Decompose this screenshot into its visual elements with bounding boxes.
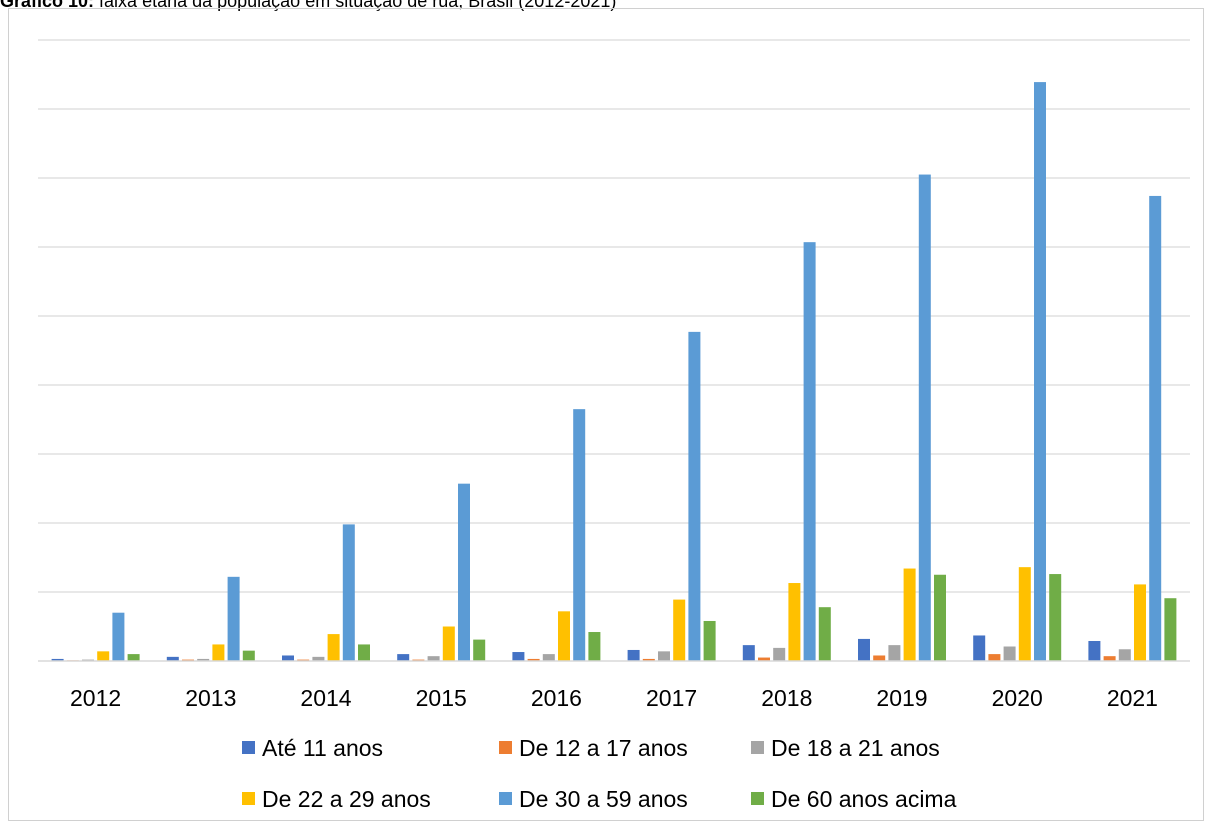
bar-2014-series-5 xyxy=(342,524,355,661)
bar-2019-series-2 xyxy=(873,655,886,661)
bar-2019-series-5 xyxy=(918,174,931,662)
bar-2018-series-2 xyxy=(758,657,770,661)
bar-2013-series-6 xyxy=(242,650,255,661)
bars xyxy=(51,82,1177,662)
x-tick-label: 2020 xyxy=(992,685,1043,711)
bar-2021-series-5 xyxy=(1149,195,1162,661)
x-tick-label: 2012 xyxy=(70,685,121,711)
bar-2016-series-3 xyxy=(542,654,555,661)
legend-label: De 22 a 29 anos xyxy=(262,786,431,812)
legend-swatch xyxy=(499,741,512,754)
bar-2014-series-6 xyxy=(358,644,370,661)
bar-2017-series-1 xyxy=(627,649,640,661)
bar-2020-series-5 xyxy=(1034,82,1046,662)
bar-2012-series-4 xyxy=(97,651,110,661)
bar-2020-series-6 xyxy=(1049,574,1062,661)
x-tick-label: 2015 xyxy=(416,685,467,711)
legend-swatch xyxy=(499,792,512,805)
bar-2019-series-6 xyxy=(934,574,946,661)
bar-2014-series-4 xyxy=(327,634,340,661)
bar-2021-series-6 xyxy=(1164,598,1177,661)
bar-2021-series-2 xyxy=(1103,656,1116,661)
bar-2017-series-2 xyxy=(642,658,655,661)
legend-label: De 18 a 21 anos xyxy=(771,735,940,761)
bar-2016-series-4 xyxy=(558,611,570,661)
bar-2018-series-6 xyxy=(818,607,831,661)
bar-2015-series-1 xyxy=(397,654,410,661)
bar-2013-series-5 xyxy=(227,576,240,661)
bar-2018-series-3 xyxy=(773,647,786,661)
bar-2020-series-4 xyxy=(1018,567,1031,661)
bar-2018-series-5 xyxy=(803,242,816,662)
bar-2014-series-1 xyxy=(282,655,294,661)
chart-frame xyxy=(8,8,1204,821)
bar-2012-series-1 xyxy=(51,658,64,661)
bar-2017-series-3 xyxy=(658,651,670,661)
legend-swatch xyxy=(242,741,255,754)
legend-label: De 12 a 17 anos xyxy=(519,735,688,761)
bar-2019-series-1 xyxy=(858,638,870,661)
bar-2019-series-3 xyxy=(888,645,901,661)
x-tick-label: 2021 xyxy=(1107,685,1158,711)
x-tick-label: 2018 xyxy=(761,685,812,711)
bar-2020-series-3 xyxy=(1003,646,1016,661)
bar-2021-series-1 xyxy=(1088,640,1101,661)
bar-2013-series-4 xyxy=(212,644,225,661)
x-tick-label: 2014 xyxy=(300,685,351,711)
bar-2015-series-4 xyxy=(442,626,455,661)
bar-2016-series-5 xyxy=(573,409,586,661)
bar-2017-series-6 xyxy=(703,620,716,661)
bar-2018-series-4 xyxy=(788,583,801,661)
x-tick-labels: 2012 2013 2014 2015 2016 2017 2018 2019 2020 2021 xyxy=(70,685,1158,711)
bar-2015-series-3 xyxy=(427,656,440,661)
bar-2015-series-6 xyxy=(473,639,486,661)
bar-2017-series-5 xyxy=(688,331,701,661)
caption-prefix: Gráfico 10: xyxy=(0,0,95,11)
bar-2012-series-6 xyxy=(127,654,140,661)
chart-caption: Gráfico 10: faixa etária da população em… xyxy=(0,0,616,12)
x-tick-label: 2016 xyxy=(531,685,582,711)
x-tick-label: 2017 xyxy=(646,685,697,711)
bar-2020-series-1 xyxy=(973,635,986,661)
bar-2016-series-6 xyxy=(588,632,601,661)
bar-2015-series-5 xyxy=(458,483,470,661)
legend-swatch xyxy=(242,792,255,805)
caption-text: faixa etária da população em situação de… xyxy=(94,0,617,11)
bar-2020-series-2 xyxy=(988,654,1001,661)
bar-2012-series-5 xyxy=(112,612,125,661)
legend-label: De 60 anos acima xyxy=(771,786,957,812)
legend-label: Até 11 anos xyxy=(262,735,383,761)
bar-2018-series-1 xyxy=(742,645,755,661)
legend: Até 11 anos De 12 a 17 anos De 18 a 21 ano… xyxy=(242,735,957,812)
bar-2016-series-2 xyxy=(527,658,540,661)
legend-label: De 30 a 59 anos xyxy=(519,786,688,812)
bar-2016-series-1 xyxy=(512,652,525,661)
gridlines xyxy=(38,39,1190,593)
x-tick-label: 2013 xyxy=(185,685,236,711)
legend-swatch xyxy=(751,792,764,805)
bar-2013-series-1 xyxy=(166,656,179,661)
x-tick-label: 2019 xyxy=(876,685,927,711)
bar-2017-series-4 xyxy=(673,599,686,661)
legend-swatch xyxy=(751,741,764,754)
bar-2021-series-4 xyxy=(1134,584,1146,661)
bar-2014-series-3 xyxy=(312,656,325,661)
bar-2019-series-4 xyxy=(903,568,916,661)
bar-2021-series-3 xyxy=(1118,649,1131,661)
bar-2013-series-3 xyxy=(197,658,210,661)
